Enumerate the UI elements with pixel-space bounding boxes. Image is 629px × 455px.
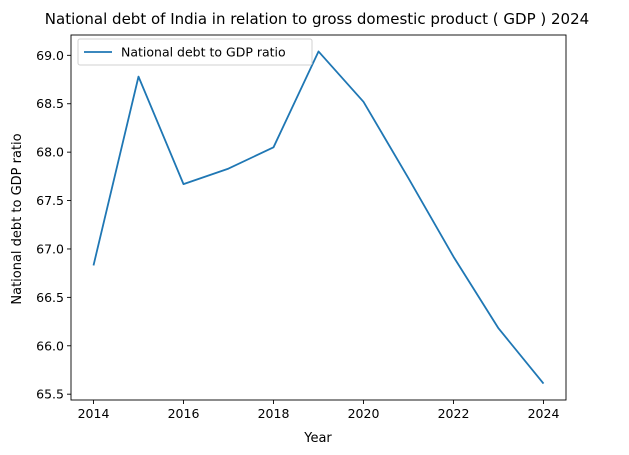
y-tick-label: 68.5	[36, 96, 64, 111]
x-tick-label: 2022	[438, 406, 470, 421]
y-tick-label: 67.0	[36, 241, 64, 256]
x-tick-label: 2018	[258, 406, 290, 421]
x-axis-label: Year	[303, 431, 332, 446]
legend-entry-label: National debt to GDP ratio	[121, 45, 286, 60]
y-tick-label: 67.5	[36, 193, 64, 208]
legend-box	[77, 38, 313, 66]
y-tick-label: 69.0	[36, 48, 64, 63]
y-tick-label: 65.5	[36, 387, 64, 402]
plot-area	[92, 50, 545, 385]
x-tick-label: 2020	[348, 406, 380, 421]
axes-frame	[70, 34, 567, 401]
series-line	[92, 50, 545, 385]
chart-title: National debt of India in relation to gr…	[45, 10, 589, 28]
legend: National debt to GDP ratio	[77, 38, 313, 66]
axes: 2014 2016 2018 2020 2022 2024 65.5 66.0 66.5 67.0…	[36, 34, 567, 421]
y-tick-label: 66.5	[36, 290, 64, 305]
y-tick-label: 66.0	[36, 338, 64, 353]
x-tick-label: 2014	[78, 406, 110, 421]
x-tick-label: 2024	[528, 406, 560, 421]
y-axis-label: National debt to GDP ratio	[10, 133, 25, 304]
y-tick-label: 68.0	[36, 145, 64, 160]
x-tick-label: 2016	[168, 406, 200, 421]
